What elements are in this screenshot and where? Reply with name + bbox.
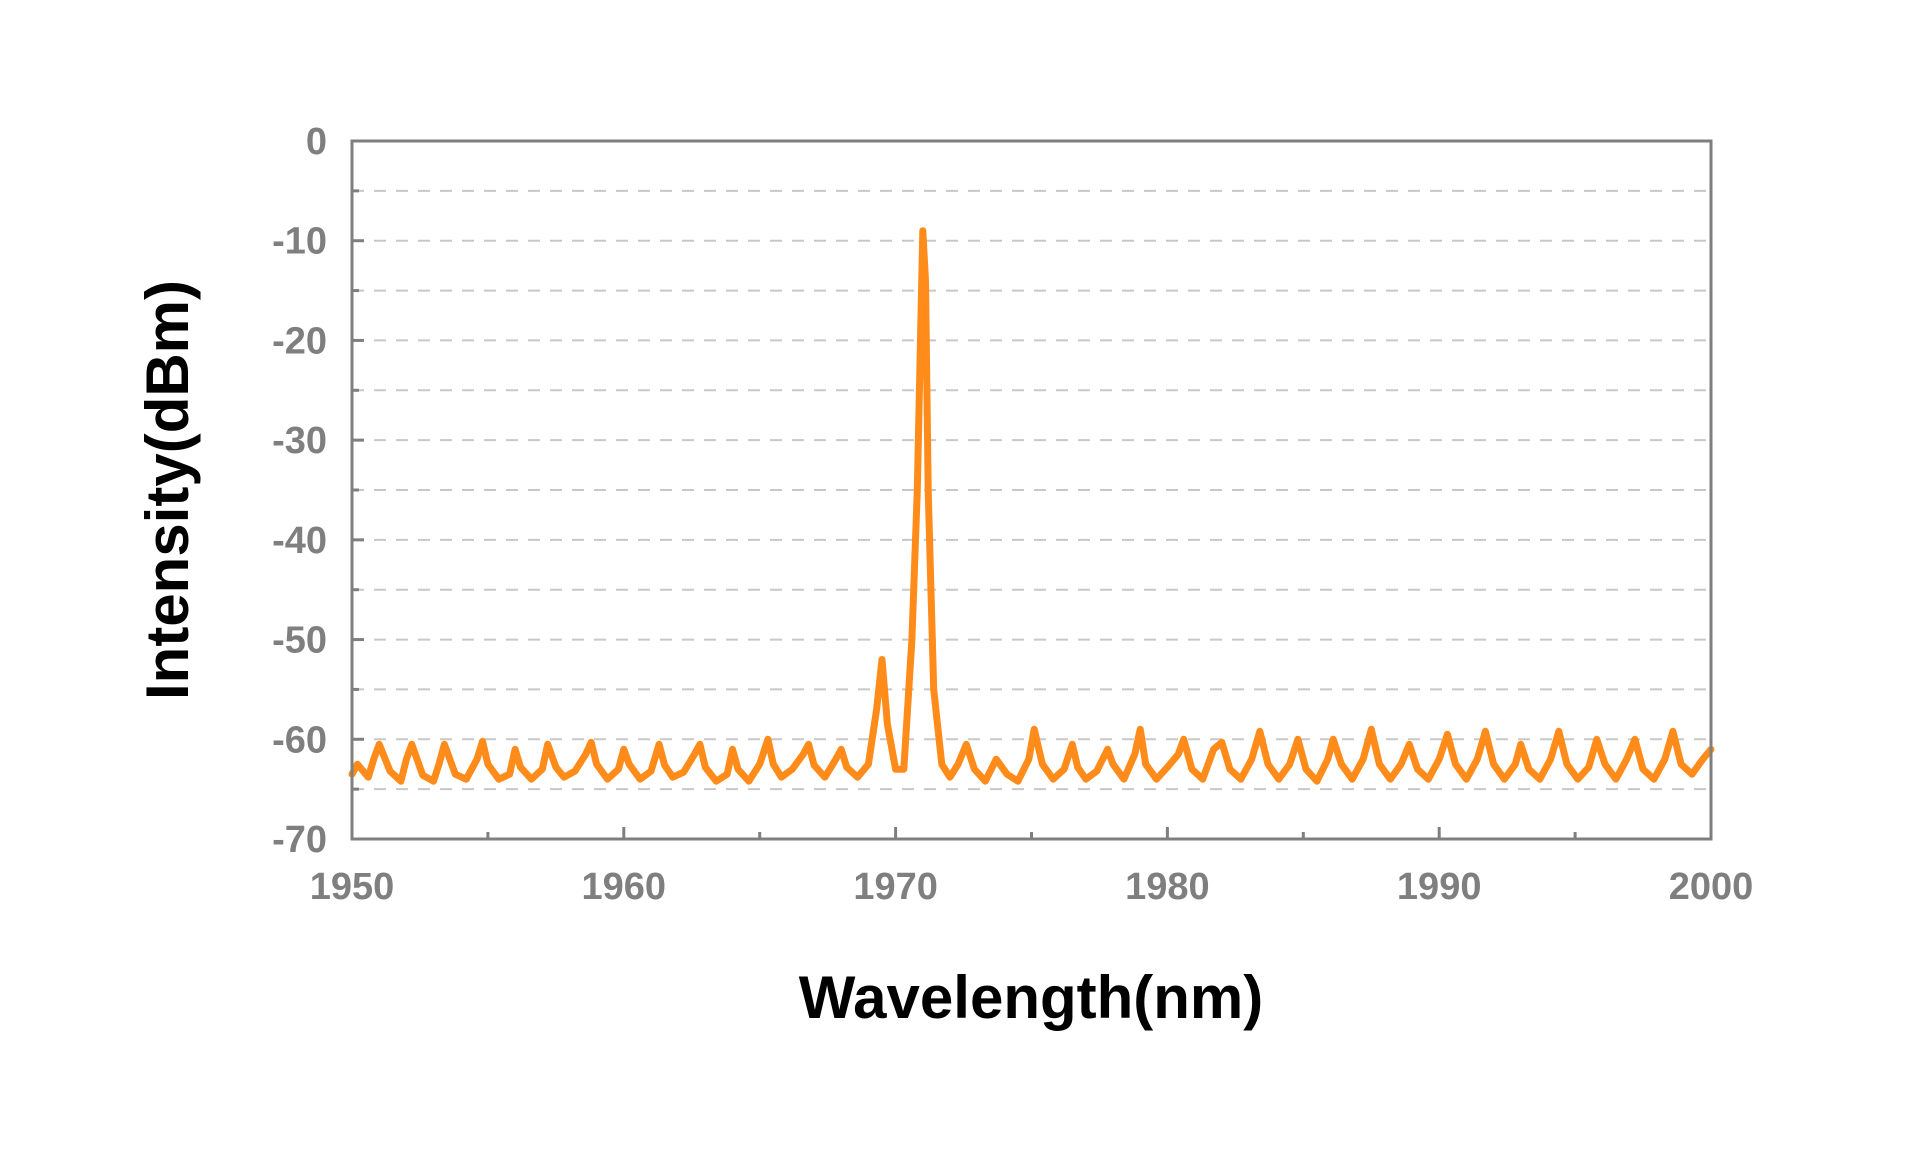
y-tick-label: -30	[272, 420, 327, 462]
y-tick-label: -60	[272, 719, 327, 761]
x-tick-label: 1960	[582, 866, 667, 908]
y-tick-label: -50	[272, 620, 327, 662]
y-tick-label: 0	[306, 121, 327, 163]
y-axis-title: Intensity(dBm)	[134, 280, 201, 700]
axis-ticks	[350, 139, 1713, 841]
x-tick-label: 1980	[1125, 866, 1210, 908]
y-tick-label: -20	[272, 320, 327, 362]
tick-labels: 1950 1960 1970 1980 1990 2000 0 -10 -20 -30 -40 -50…	[272, 121, 1753, 908]
x-tick-label: 1990	[1397, 866, 1482, 908]
y-tick-label: -70	[272, 819, 327, 861]
y-tick-label: -40	[272, 520, 327, 562]
y-tick-label: -10	[272, 221, 327, 263]
x-axis-title: Wavelength(nm)	[799, 964, 1263, 1031]
grid-lines	[352, 189, 1711, 791]
series-layer	[348, 227, 1715, 785]
x-tick-label: 1970	[853, 866, 938, 908]
x-tick-label: 2000	[1669, 866, 1754, 908]
spectrum-line	[348, 227, 1715, 785]
x-tick-label: 1950	[310, 866, 395, 908]
